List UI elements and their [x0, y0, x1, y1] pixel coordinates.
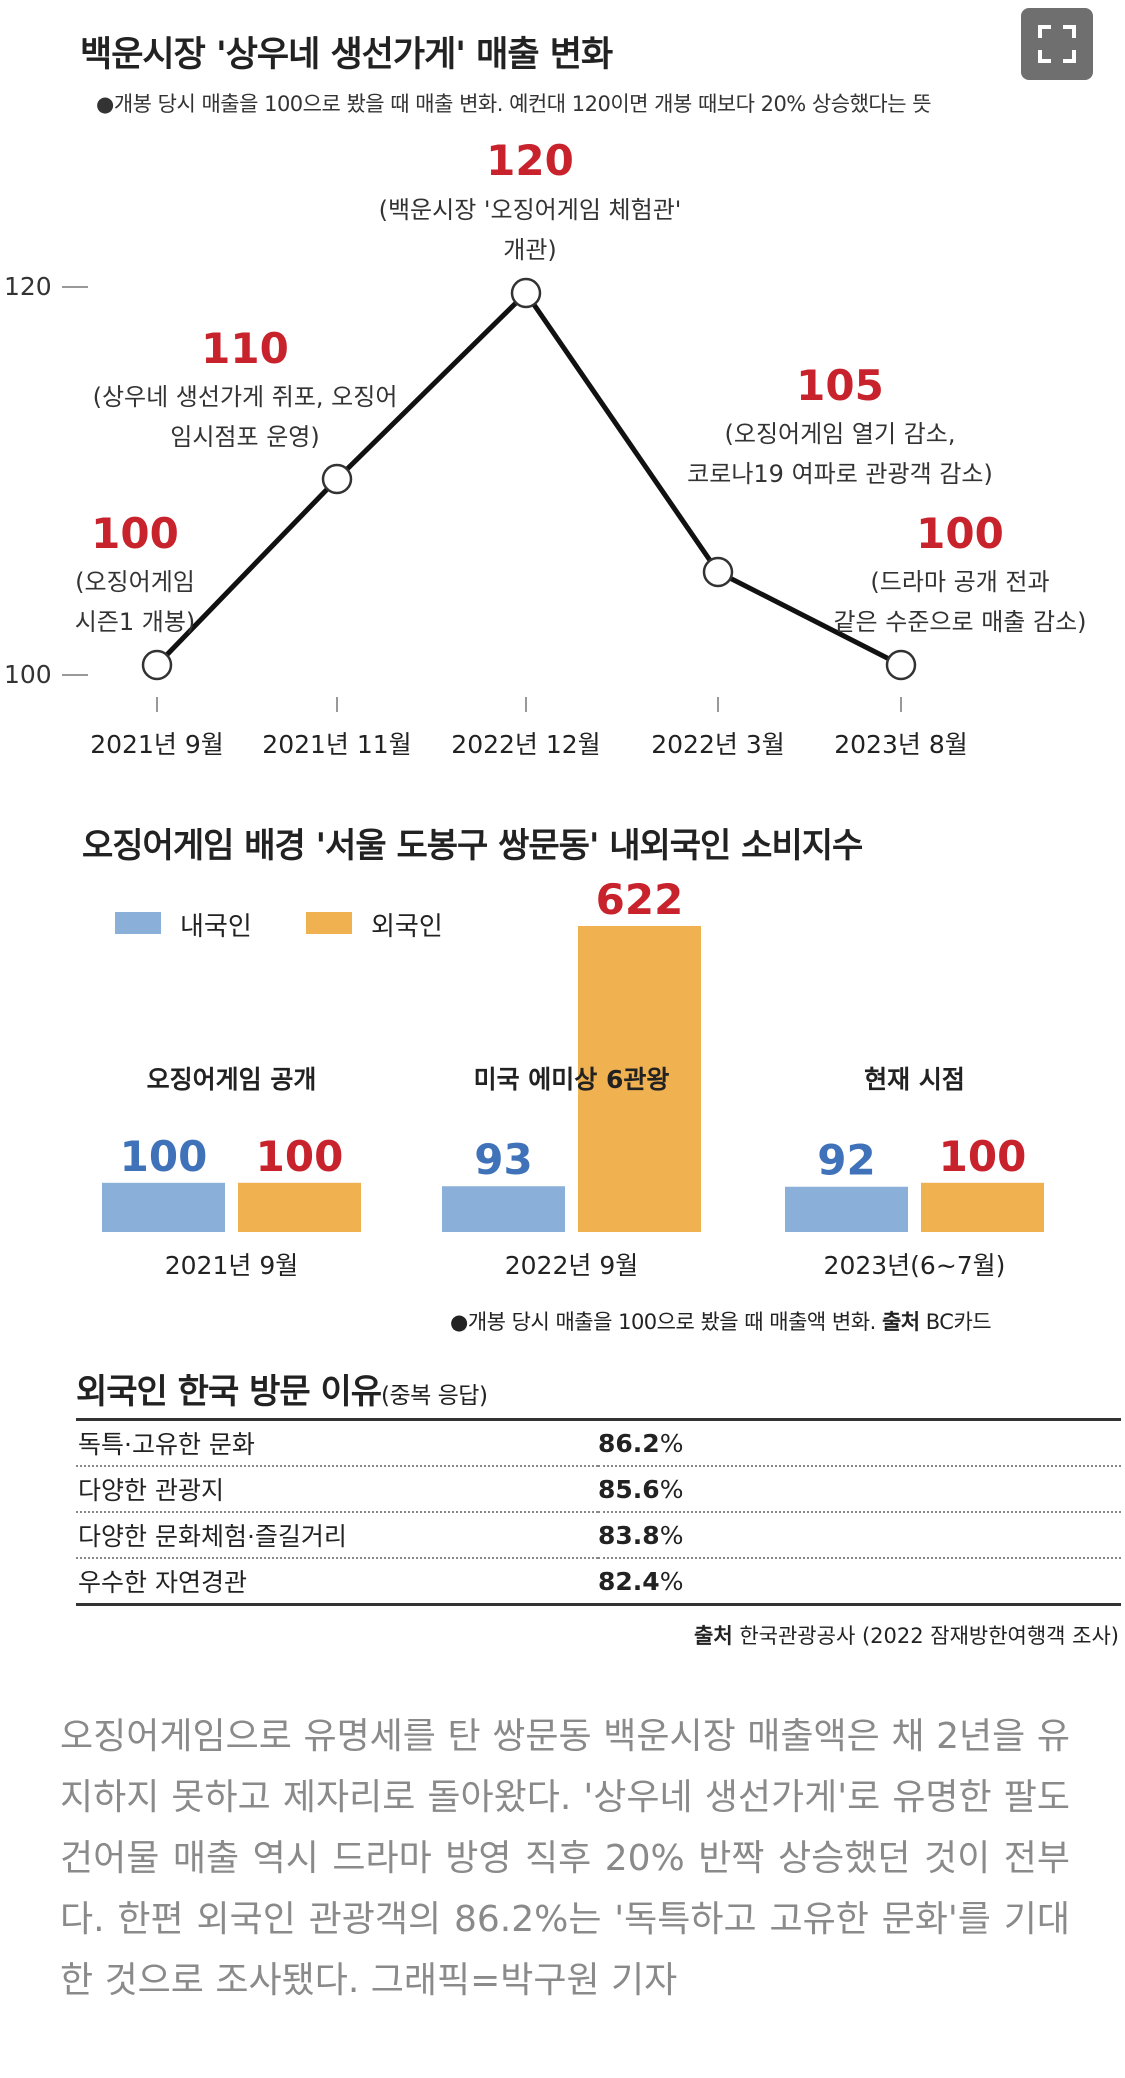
table-cell-label: 다양한 관광지: [76, 1466, 598, 1513]
fullscreen-icon: [1038, 25, 1076, 63]
bar: [442, 1186, 565, 1232]
x-tick-label: 2022년 12월: [451, 730, 600, 759]
legend-label-domestic: 내국인: [180, 912, 252, 942]
bar-value-label: 100: [256, 1132, 344, 1181]
data-label: 120: [486, 136, 574, 185]
table-cell-label: 우수한 자연경관: [76, 1558, 598, 1606]
bar: [921, 1182, 1044, 1232]
table-value-number: 82.4: [598, 1566, 660, 1596]
group-label: 미국 에미상 6관왕: [474, 1065, 670, 1094]
annotation-text: (백운시장 '오징어게임 체험관': [379, 196, 682, 224]
data-label: 100: [91, 509, 179, 558]
table-cell-value: 85.6%: [598, 1466, 1121, 1513]
table-value-unit: %: [659, 1566, 684, 1596]
data-label: 105: [796, 361, 884, 410]
annotation-text: 같은 수준으로 매출 감소): [833, 608, 1086, 636]
data-point: [702, 556, 734, 588]
table-value-number: 86.2: [598, 1428, 660, 1458]
annotation-text: (상우네 생선가게 쥐포, 오징어: [93, 383, 398, 411]
bar-chart-note-text: ●개봉 당시 매출을 100으로 봤을 때 매출액 변화.: [450, 1310, 876, 1334]
table-cell-label: 다양한 문화체험·즐길거리: [76, 1512, 598, 1559]
line-chart: 120 100 2021년 9월 2021년 11월 2022년 12월 2022년 …: [4, 136, 1087, 759]
bar-value-label: 622: [596, 875, 684, 924]
table-value-number: 85.6: [598, 1474, 660, 1504]
bar-chart-source: BC카드: [925, 1310, 992, 1334]
table-source: 출처 한국관광공사 (2022 잠재방한여행객 조사): [694, 1620, 1119, 1650]
table-cell-value: 83.8%: [598, 1512, 1121, 1559]
data-point: [141, 649, 173, 681]
article-caption: 오징어게임으로 유명세를 탄 쌍문동 백운시장 매출액은 채 2년을 유지하지 …: [60, 1716, 1070, 2001]
data-point: [321, 463, 353, 495]
line-chart-subtitle: ●개봉 당시 매출을 100으로 봤을 때 매출 변화. 예컨대 120이면 개…: [96, 92, 932, 116]
annotation-text: 개관): [503, 236, 557, 264]
table-cell-value: 82.4%: [598, 1558, 1121, 1606]
bar-value-label: 92: [817, 1136, 875, 1185]
annotation-text: (오징어게임 열기 감소,: [725, 420, 956, 448]
bar-value-label: 100: [120, 1132, 208, 1181]
y-tick-label: 100: [4, 660, 52, 689]
table-value-unit: %: [659, 1520, 684, 1550]
table-row: 다양한 문화체험·즐길거리 83.8%: [76, 1512, 1121, 1559]
data-label: 100: [916, 509, 1004, 558]
annotation-text: (오징어게임: [75, 568, 195, 596]
x-tick-label: 2021년 9월: [90, 730, 223, 759]
data-label: 110: [201, 324, 289, 373]
table-row: 다양한 관광지 85.6%: [76, 1466, 1121, 1513]
bar-chart-note: ●개봉 당시 매출을 100으로 봤을 때 매출액 변화. 출처 BC카드: [450, 1306, 992, 1336]
data-point: [510, 277, 542, 309]
table-title: 외국인 한국 방문 이유(중복 응답): [76, 1364, 488, 1413]
table-row: 우수한 자연경관 82.4%: [76, 1558, 1121, 1606]
bar-value-label: 93: [474, 1135, 532, 1184]
annotation-text: (드라마 공개 전과: [870, 568, 1049, 596]
fullscreen-button[interactable]: [1021, 8, 1093, 80]
x-tick-label: 2021년 11월: [262, 730, 411, 759]
annotation-text: 시즌1 개봉): [75, 608, 196, 636]
y-tick-label: 120: [4, 272, 52, 301]
annotation-text: 코로나19 여파로 관광객 감소): [687, 460, 993, 488]
table-value-unit: %: [659, 1428, 684, 1458]
legend-label-foreign: 외국인: [371, 912, 443, 942]
table-cell-value: 86.2%: [598, 1418, 1121, 1467]
reasons-table: 독특·고유한 문화 86.2% 다양한 관광지 85.6% 다양한 문화체험·즐…: [76, 1418, 1121, 1606]
line-chart-title: 백운시장 '상우네 생선가게' 매출 변화: [80, 35, 613, 75]
table-cell-label: 독특·고유한 문화: [76, 1418, 598, 1467]
group-label: 오징어게임 공개: [147, 1065, 317, 1094]
x-tick-label: 2023년(6~7월): [824, 1251, 1006, 1280]
bar-chart: 100 93 92 100 622 100 오징어게임 공개 2021년 9월 미국 에미상 6…: [102, 875, 1044, 1280]
table-title-note: (중복 응답): [381, 1383, 488, 1409]
table-value-unit: %: [659, 1474, 684, 1504]
x-tick-label: 2022년 9월: [505, 1251, 638, 1280]
table-source-text: 한국관광공사 (2022 잠재방한여행객 조사): [739, 1624, 1119, 1648]
group-label: 현재 시점: [864, 1065, 965, 1094]
bar-value-label: 100: [939, 1132, 1027, 1181]
bar: [102, 1182, 225, 1232]
table-row: 독특·고유한 문화 86.2%: [76, 1418, 1121, 1467]
x-tick-label: 2021년 9월: [165, 1251, 298, 1280]
legend-swatch-foreign: [306, 912, 352, 934]
table-source-label: 출처: [694, 1624, 733, 1648]
legend-swatch-domestic: [115, 912, 161, 934]
bar: [785, 1186, 908, 1232]
x-tick-label: 2022년 3월: [651, 730, 784, 759]
data-point: [885, 649, 917, 681]
annotation-text: 임시점포 운영): [170, 423, 319, 451]
table-value-number: 83.8: [598, 1520, 660, 1550]
x-tick-label: 2023년 8월: [834, 730, 967, 759]
bar: [578, 926, 701, 1232]
table-title-text: 외국인 한국 방문 이유: [76, 1372, 382, 1412]
bar: [238, 1182, 361, 1232]
bar-chart-title: 오징어게임 배경 '서울 도봉구 쌍문동' 내외국인 소비지수: [82, 826, 863, 866]
bar-chart-source-label: 출처: [881, 1310, 920, 1334]
